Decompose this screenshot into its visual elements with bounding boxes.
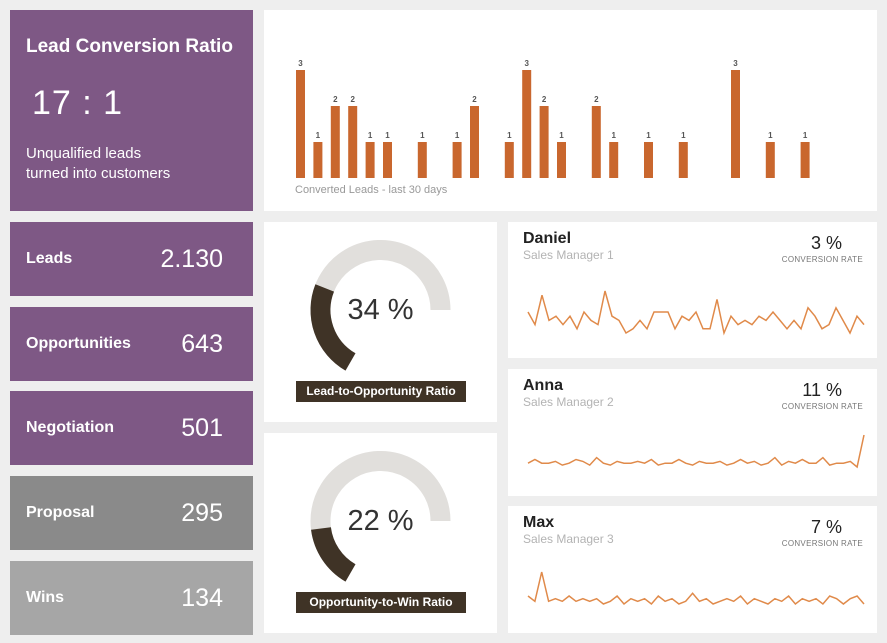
lead-conversion-subtitle-line2: turned into customers <box>26 165 171 182</box>
conversion-rate-value: 7 % <box>810 517 842 537</box>
funnel-label: Negotiation <box>26 419 114 436</box>
bar <box>591 106 601 178</box>
bar-value-label: 1 <box>368 131 373 140</box>
gauge-label: Lead-to-Opportunity Ratio <box>296 381 466 402</box>
bar <box>296 70 305 178</box>
bar <box>365 142 375 178</box>
funnel-value: 2.130 <box>160 245 223 273</box>
bar-value-label: 2 <box>594 95 599 104</box>
lead-conversion-ratio: 17 : 1 <box>32 84 124 122</box>
bar-value-label: 3 <box>733 59 738 68</box>
x-axis-label: Converted Leads - last 30 days <box>295 184 448 196</box>
bar-value-label: 2 <box>542 95 547 104</box>
bar-value-label: 2 <box>350 95 355 104</box>
manager-role: Sales Manager 1 <box>523 248 614 262</box>
funnel-tile-proposal: Proposal 295 <box>10 476 253 550</box>
bar <box>557 142 566 178</box>
manager-sparkline <box>527 571 865 606</box>
conversion-rate-value: 3 % <box>810 233 842 253</box>
manager-card-daniel: Daniel Sales Manager 1 3 % CONVERSION RA… <box>508 222 877 358</box>
bar-value-label: 1 <box>559 131 564 140</box>
funnel-label: Proposal <box>26 504 95 521</box>
manager-card-max: Max Sales Manager 3 7 % CONVERSION RATE <box>508 506 877 633</box>
bar <box>678 142 688 178</box>
funnel-label: Leads <box>26 250 73 267</box>
gauge-fill <box>310 284 356 371</box>
bar <box>765 142 775 178</box>
bar <box>539 106 549 178</box>
funnel-tile-wins: Wins 134 <box>10 561 253 635</box>
funnel-label: Wins <box>26 589 65 606</box>
funnel-label: Opportunities <box>26 335 131 352</box>
sparkline-path <box>527 434 865 469</box>
bar <box>644 142 653 178</box>
lead-conversion-title: Lead Conversion Ratio <box>26 36 233 57</box>
bar <box>470 106 479 178</box>
bar-value-label: 3 <box>524 59 529 68</box>
manager-sparkline <box>527 434 865 469</box>
funnel-value: 295 <box>181 499 223 527</box>
conversion-rate-value: 11 % <box>802 380 842 400</box>
lead-conversion-subtitle-line1: Unqualified leads <box>26 145 142 162</box>
gauge-opportunity-to-win <box>310 451 451 582</box>
funnel-tile-opportunities: Opportunities 643 <box>10 307 253 381</box>
gauge-label: Opportunity-to-Win Ratio <box>296 592 466 613</box>
manager-role: Sales Manager 3 <box>523 532 614 546</box>
bar-value-label: 1 <box>611 131 616 140</box>
manager-card-anna: Anna Sales Manager 2 11 % CONVERSION RAT… <box>508 369 877 496</box>
manager-name: Anna <box>523 377 563 394</box>
bar <box>522 70 532 178</box>
gauge-lead-to-opportunity <box>310 240 451 371</box>
bar-value-label: 1 <box>507 131 512 140</box>
bar <box>452 142 462 178</box>
bar <box>800 142 810 178</box>
bar <box>330 106 340 178</box>
bar <box>313 142 323 178</box>
sparkline-path <box>527 290 865 336</box>
manager-name: Max <box>523 514 555 531</box>
lead-conversion-subtitle: Unqualified leads turned into customers <box>26 144 226 184</box>
gauge-card-opportunity-to-win: 22 % Opportunity-to-Win Ratio <box>264 433 497 633</box>
bar-value-label: 1 <box>316 131 321 140</box>
gauge-value: 34 % <box>347 294 414 326</box>
bar-value-label: 1 <box>455 131 460 140</box>
manager-role: Sales Manager 2 <box>523 395 614 409</box>
funnel-value: 643 <box>181 330 223 358</box>
bar <box>383 142 392 178</box>
gauge-fill <box>311 526 356 582</box>
bar <box>609 142 619 178</box>
conversion-rate-label: CONVERSION RATE <box>781 539 863 548</box>
conversion-rate-label: CONVERSION RATE <box>781 255 863 264</box>
conversion-rate-label: CONVERSION RATE <box>781 402 863 411</box>
bar <box>731 70 740 178</box>
funnel-tile-leads: Leads 2.130 <box>10 222 253 296</box>
bar-value-label: 1 <box>803 131 808 140</box>
funnel-tile-negotiation: Negotiation 501 <box>10 391 253 465</box>
bar-value-label: 1 <box>681 131 686 140</box>
bar-value-label: 3 <box>298 59 303 68</box>
bar <box>504 142 514 178</box>
funnel-value: 501 <box>181 414 223 442</box>
bar <box>417 142 427 178</box>
bar-value-label: 1 <box>646 131 651 140</box>
bar-value-label: 2 <box>472 95 477 104</box>
lead-conversion-card: Lead Conversion Ratio 17 : 1 Unqualified… <box>10 10 253 211</box>
bar-value-label: 1 <box>768 131 773 140</box>
converted-leads-bar-chart: 3 1 2 2 1 1 1 1 2 1 3 2 1 2 1 1 1 3 1 1 Converted Leads - la… <box>295 59 810 196</box>
gauge-value: 22 % <box>347 505 414 537</box>
funnel-value: 134 <box>181 584 223 612</box>
manager-name: Daniel <box>523 230 572 247</box>
bar-value-label: 2 <box>333 95 338 104</box>
converted-leads-chart-card: 3 1 2 2 1 1 1 1 2 1 3 2 1 2 1 1 1 3 1 1 Converted Leads - la… <box>264 10 877 211</box>
sparkline-path <box>527 571 865 606</box>
bar-value-label: 1 <box>385 131 390 140</box>
bar <box>348 106 358 178</box>
manager-sparkline <box>527 290 865 336</box>
bar-value-label: 1 <box>420 131 425 140</box>
gauge-card-lead-to-opportunity: 34 % Lead-to-Opportunity Ratio <box>264 222 497 422</box>
